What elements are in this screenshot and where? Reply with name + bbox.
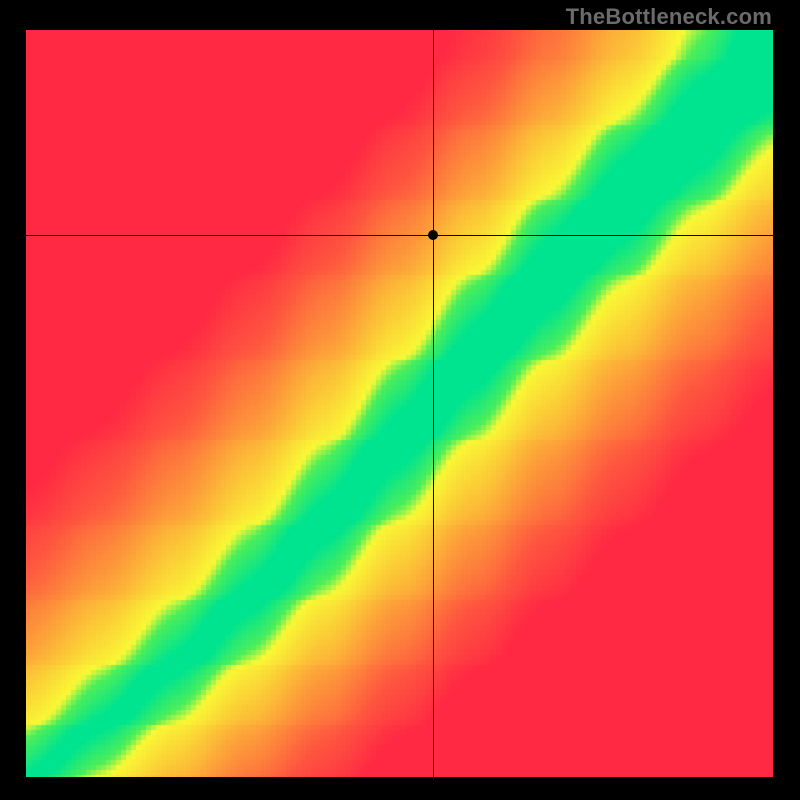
bottleneck-heatmap	[26, 30, 773, 777]
crosshair-vertical	[433, 30, 434, 777]
crosshair-horizontal	[26, 235, 773, 236]
plot-frame	[26, 30, 773, 777]
plot-area	[26, 30, 773, 777]
watermark: TheBottleneck.com	[566, 4, 772, 30]
selection-marker	[428, 230, 438, 240]
